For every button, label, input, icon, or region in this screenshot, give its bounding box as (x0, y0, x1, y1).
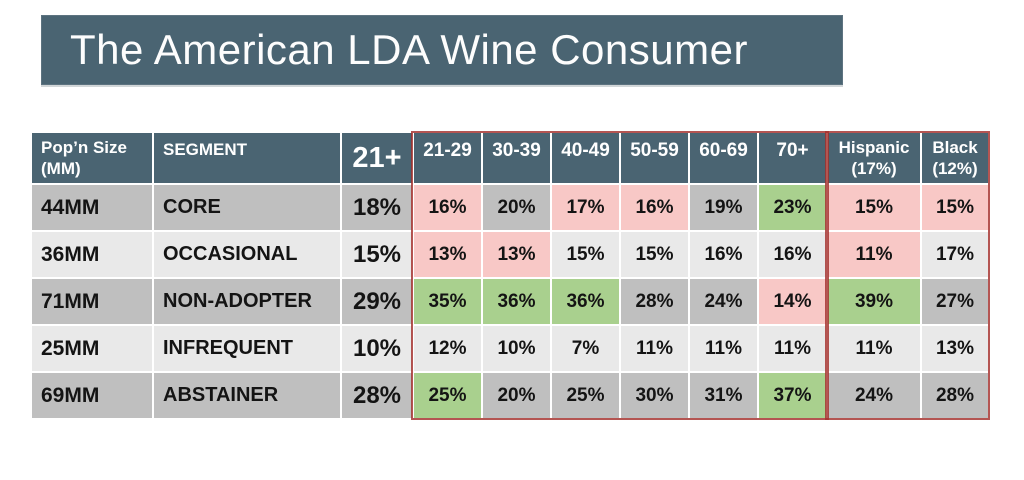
value-cell: 24% (828, 373, 920, 418)
value-cell: 13% (483, 232, 550, 277)
value-cell: 23% (759, 185, 826, 230)
value-cell: 16% (414, 185, 481, 230)
consumer-table: Pop’n Size (MM) SEGMENT 21+ 21-29 30-39 … (30, 131, 990, 420)
segment-data-table: Pop’n Size (MM) SEGMENT 21+ 21-29 30-39 … (30, 131, 990, 420)
pop-size-cell: 69MM (32, 373, 152, 418)
value-cell: 14% (759, 279, 826, 324)
value-cell: 27% (922, 279, 988, 324)
value-cell: 15% (621, 232, 688, 277)
value-cell: 16% (690, 232, 757, 277)
value-cell: 39% (828, 279, 920, 324)
value-cell: 17% (922, 232, 988, 277)
total-21plus-cell: 29% (342, 279, 412, 324)
total-21plus-cell: 28% (342, 373, 412, 418)
value-cell: 36% (483, 279, 550, 324)
value-cell: 11% (828, 232, 920, 277)
segment-cell: INFREQUENT (154, 326, 340, 371)
pop-size-cell: 25MM (32, 326, 152, 371)
col-header-21plus: 21+ (342, 133, 412, 183)
col-header-black: Black (12%) (922, 133, 988, 183)
value-cell: 12% (414, 326, 481, 371)
col-header-30-39: 30-39 (483, 133, 550, 183)
title-banner: The American LDA Wine Consumer (41, 15, 843, 85)
value-cell: 13% (414, 232, 481, 277)
value-cell: 10% (483, 326, 550, 371)
value-cell: 37% (759, 373, 826, 418)
value-cell: 7% (552, 326, 619, 371)
value-cell: 25% (552, 373, 619, 418)
value-cell: 17% (552, 185, 619, 230)
table-row: 44MM CORE 18% 16% 20% 17% 16% 19% 23% 15% 15% (32, 185, 988, 230)
pop-size-cell: 71MM (32, 279, 152, 324)
value-cell: 11% (759, 326, 826, 371)
segment-cell: OCCASIONAL (154, 232, 340, 277)
total-21plus-cell: 18% (342, 185, 412, 230)
value-cell: 20% (483, 373, 550, 418)
table-row: 71MM NON-ADOPTER 29% 35% 36% 36% 28% 24% 14% 39% 2… (32, 279, 988, 324)
value-cell: 11% (690, 326, 757, 371)
value-cell: 30% (621, 373, 688, 418)
pop-size-cell: 36MM (32, 232, 152, 277)
slide-title: The American LDA Wine Consumer (70, 26, 748, 73)
segment-cell: ABSTAINER (154, 373, 340, 418)
col-header-70plus: 70+ (759, 133, 826, 183)
value-cell: 31% (690, 373, 757, 418)
value-cell: 15% (922, 185, 988, 230)
col-header-popn-size: Pop’n Size (MM) (32, 133, 152, 183)
table-row: 69MM ABSTAINER 28% 25% 20% 25% 30% 31% 37% 24% 28% (32, 373, 988, 418)
value-cell: 19% (690, 185, 757, 230)
table-row: 25MM INFREQUENT 10% 12% 10% 7% 11% 11% 11% 11% 13% (32, 326, 988, 371)
value-cell: 13% (922, 326, 988, 371)
col-header-50-59: 50-59 (621, 133, 688, 183)
value-cell: 36% (552, 279, 619, 324)
header-row: Pop’n Size (MM) SEGMENT 21+ 21-29 30-39 … (32, 133, 988, 183)
value-cell: 16% (759, 232, 826, 277)
value-cell: 28% (621, 279, 688, 324)
segment-cell: CORE (154, 185, 340, 230)
total-21plus-cell: 15% (342, 232, 412, 277)
value-cell: 28% (922, 373, 988, 418)
value-cell: 35% (414, 279, 481, 324)
value-cell: 25% (414, 373, 481, 418)
value-cell: 15% (552, 232, 619, 277)
segment-cell: NON-ADOPTER (154, 279, 340, 324)
value-cell: 16% (621, 185, 688, 230)
value-cell: 20% (483, 185, 550, 230)
pop-size-cell: 44MM (32, 185, 152, 230)
value-cell: 15% (828, 185, 920, 230)
value-cell: 24% (690, 279, 757, 324)
col-header-60-69: 60-69 (690, 133, 757, 183)
value-cell: 11% (621, 326, 688, 371)
table-row: 36MM OCCASIONAL 15% 13% 13% 15% 15% 16% 16% 11% 17… (32, 232, 988, 277)
col-header-40-49: 40-49 (552, 133, 619, 183)
total-21plus-cell: 10% (342, 326, 412, 371)
col-header-hispanic: Hispanic (17%) (828, 133, 920, 183)
col-header-segment: SEGMENT (154, 133, 340, 183)
col-header-21-29: 21-29 (414, 133, 481, 183)
value-cell: 11% (828, 326, 920, 371)
